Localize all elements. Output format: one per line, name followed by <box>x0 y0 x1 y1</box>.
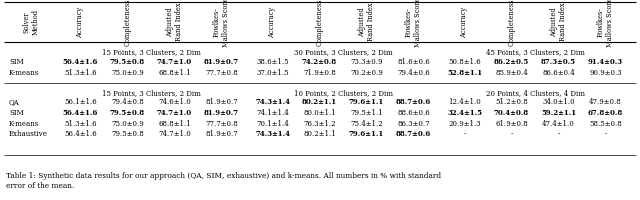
Text: 88.7±0.6: 88.7±0.6 <box>396 130 431 138</box>
Text: 91.4±0.3: 91.4±0.3 <box>588 58 623 66</box>
Text: Accuracy: Accuracy <box>77 6 84 38</box>
Text: Adjusted
Rand Index: Adjusted Rand Index <box>550 3 567 41</box>
Text: 15 Points, 3 Clusters, 2 Dim: 15 Points, 3 Clusters, 2 Dim <box>102 48 200 56</box>
Text: 79.5±0.8: 79.5±0.8 <box>111 130 144 138</box>
Text: 70.1±1.4: 70.1±1.4 <box>256 119 289 128</box>
Text: SIM: SIM <box>9 58 24 66</box>
Text: 51.3±1.6: 51.3±1.6 <box>64 69 97 77</box>
Text: 81.9±0.7: 81.9±0.7 <box>204 58 239 66</box>
Text: 12.4±1.0: 12.4±1.0 <box>448 98 481 106</box>
Text: 37.0±1.5: 37.0±1.5 <box>256 69 289 77</box>
Text: 87.3±0.5: 87.3±0.5 <box>541 58 576 66</box>
Text: 81.9±0.7: 81.9±0.7 <box>205 130 238 138</box>
Text: 79.6±1.1: 79.6±1.1 <box>349 130 384 138</box>
Text: 70.2±0.9: 70.2±0.9 <box>350 69 383 77</box>
Text: Fowlkes-
Mallows Score: Fowlkes- Mallows Score <box>597 0 614 47</box>
Text: 86.2±0.5: 86.2±0.5 <box>494 58 529 66</box>
Text: 32.4±1.5: 32.4±1.5 <box>447 109 482 117</box>
Text: -: - <box>463 130 466 138</box>
Text: 56.1±1.6: 56.1±1.6 <box>64 98 97 106</box>
Text: 75.0±0.9: 75.0±0.9 <box>111 69 144 77</box>
Text: Adjusted
Rand Index: Adjusted Rand Index <box>358 3 375 41</box>
Text: 47.4±1.0: 47.4±1.0 <box>542 119 575 128</box>
Text: 74.7±1.0: 74.7±1.0 <box>158 130 191 138</box>
Text: 71.9±0.8: 71.9±0.8 <box>303 69 336 77</box>
Text: Table 1: Synthetic data results for our approach (QA, SIM, exhaustive) and k-mea: Table 1: Synthetic data results for our … <box>6 172 441 180</box>
Text: 80.2±1.1: 80.2±1.1 <box>303 130 336 138</box>
Text: 73.3±0.9: 73.3±0.9 <box>350 58 383 66</box>
Text: Solver
Method: Solver Method <box>22 9 40 35</box>
Text: SIM: SIM <box>9 109 24 117</box>
Text: Completeness: Completeness <box>316 0 323 46</box>
Text: 79.4±0.6: 79.4±0.6 <box>397 69 430 77</box>
Text: 88.6±0.6: 88.6±0.6 <box>397 109 430 117</box>
Text: 30 Points, 3 Clusters, 2 Dim: 30 Points, 3 Clusters, 2 Dim <box>294 48 392 56</box>
Text: 56.4±1.6: 56.4±1.6 <box>64 130 97 138</box>
Text: Completeness: Completeness <box>508 0 515 46</box>
Text: 75.4±1.2: 75.4±1.2 <box>350 119 383 128</box>
Text: -: - <box>557 130 560 138</box>
Text: 70.4±0.8: 70.4±0.8 <box>494 109 529 117</box>
Text: 90.9±0.3: 90.9±0.3 <box>589 69 622 77</box>
Text: Fowlkes-
Mallows Score: Fowlkes- Mallows Score <box>405 0 422 47</box>
Text: 76.3±1.2: 76.3±1.2 <box>303 119 336 128</box>
Text: Adjusted
Rand Index: Adjusted Rand Index <box>166 3 183 41</box>
Text: error of the mean.: error of the mean. <box>6 182 74 190</box>
Text: 77.7±0.8: 77.7±0.8 <box>205 119 238 128</box>
Text: 59.2±1.1: 59.2±1.1 <box>541 109 576 117</box>
Text: 15 Points, 3 Clusters, 2 Dim: 15 Points, 3 Clusters, 2 Dim <box>102 89 200 97</box>
Text: 47.9±0.8: 47.9±0.8 <box>589 98 622 106</box>
Text: 79.6±1.1: 79.6±1.1 <box>349 98 384 106</box>
Text: 74.2±0.8: 74.2±0.8 <box>302 58 337 66</box>
Text: 50.8±1.6: 50.8±1.6 <box>448 58 481 66</box>
Text: 20 Points, 4 Clusters, 4 Dim: 20 Points, 4 Clusters, 4 Dim <box>486 89 584 97</box>
Text: 74.3±1.4: 74.3±1.4 <box>255 130 290 138</box>
Text: 85.9±0.4: 85.9±0.4 <box>495 69 528 77</box>
Text: 81.6±0.6: 81.6±0.6 <box>397 58 430 66</box>
Text: K-means: K-means <box>9 119 39 128</box>
Text: 51.3±1.6: 51.3±1.6 <box>64 119 97 128</box>
Text: 74.3±1.4: 74.3±1.4 <box>255 98 290 106</box>
Text: 74.7±1.0: 74.7±1.0 <box>157 109 192 117</box>
Text: 34.0±1.0: 34.0±1.0 <box>542 98 575 106</box>
Text: 56.4±1.6: 56.4±1.6 <box>63 58 98 66</box>
Text: 58.5±0.8: 58.5±0.8 <box>589 119 622 128</box>
Text: 10 Points, 2 Clusters, 2 Dim: 10 Points, 2 Clusters, 2 Dim <box>294 89 392 97</box>
Text: 79.5±0.8: 79.5±0.8 <box>110 109 145 117</box>
Text: 75.0±0.9: 75.0±0.9 <box>111 119 144 128</box>
Text: 67.8±0.8: 67.8±0.8 <box>588 109 623 117</box>
Text: 68.8±1.1: 68.8±1.1 <box>158 69 191 77</box>
Text: 79.5±1.1: 79.5±1.1 <box>350 109 383 117</box>
Text: 81.9±0.7: 81.9±0.7 <box>205 98 238 106</box>
Text: 68.8±1.1: 68.8±1.1 <box>158 119 191 128</box>
Text: Accuracy: Accuracy <box>269 6 276 38</box>
Text: 52.8±1.1: 52.8±1.1 <box>447 69 482 77</box>
Text: Completeness: Completeness <box>124 0 131 46</box>
Text: 80.2±1.1: 80.2±1.1 <box>302 98 337 106</box>
Text: 61.9±0.8: 61.9±0.8 <box>495 119 528 128</box>
Text: 38.6±1.5: 38.6±1.5 <box>256 58 289 66</box>
Text: 74.7±1.0: 74.7±1.0 <box>157 58 192 66</box>
Text: 45 Points, 3 Clusters, 2 Dim: 45 Points, 3 Clusters, 2 Dim <box>486 48 584 56</box>
Text: Fowlkes-
Mallows Score: Fowlkes- Mallows Score <box>213 0 230 47</box>
Text: 79.5±0.8: 79.5±0.8 <box>110 58 145 66</box>
Text: -: - <box>604 130 607 138</box>
Text: QA: QA <box>9 98 20 106</box>
Text: Accuracy: Accuracy <box>461 6 468 38</box>
Text: 79.4±0.8: 79.4±0.8 <box>111 98 144 106</box>
Text: 81.9±0.7: 81.9±0.7 <box>204 109 239 117</box>
Text: K-means: K-means <box>9 69 39 77</box>
Text: 51.2±0.8: 51.2±0.8 <box>495 98 528 106</box>
Text: 20.9±1.3: 20.9±1.3 <box>448 119 481 128</box>
Text: 80.0±1.1: 80.0±1.1 <box>303 109 336 117</box>
Text: 56.4±1.6: 56.4±1.6 <box>63 109 98 117</box>
Text: Exhaustive: Exhaustive <box>9 130 48 138</box>
Text: 77.7±0.8: 77.7±0.8 <box>205 69 238 77</box>
Text: -: - <box>510 130 513 138</box>
Text: 88.7±0.6: 88.7±0.6 <box>396 98 431 106</box>
Text: 86.3±0.7: 86.3±0.7 <box>397 119 430 128</box>
Text: 74.6±1.0: 74.6±1.0 <box>158 98 191 106</box>
Text: 86.6±0.4: 86.6±0.4 <box>542 69 575 77</box>
Text: 74.1±1.4: 74.1±1.4 <box>256 109 289 117</box>
